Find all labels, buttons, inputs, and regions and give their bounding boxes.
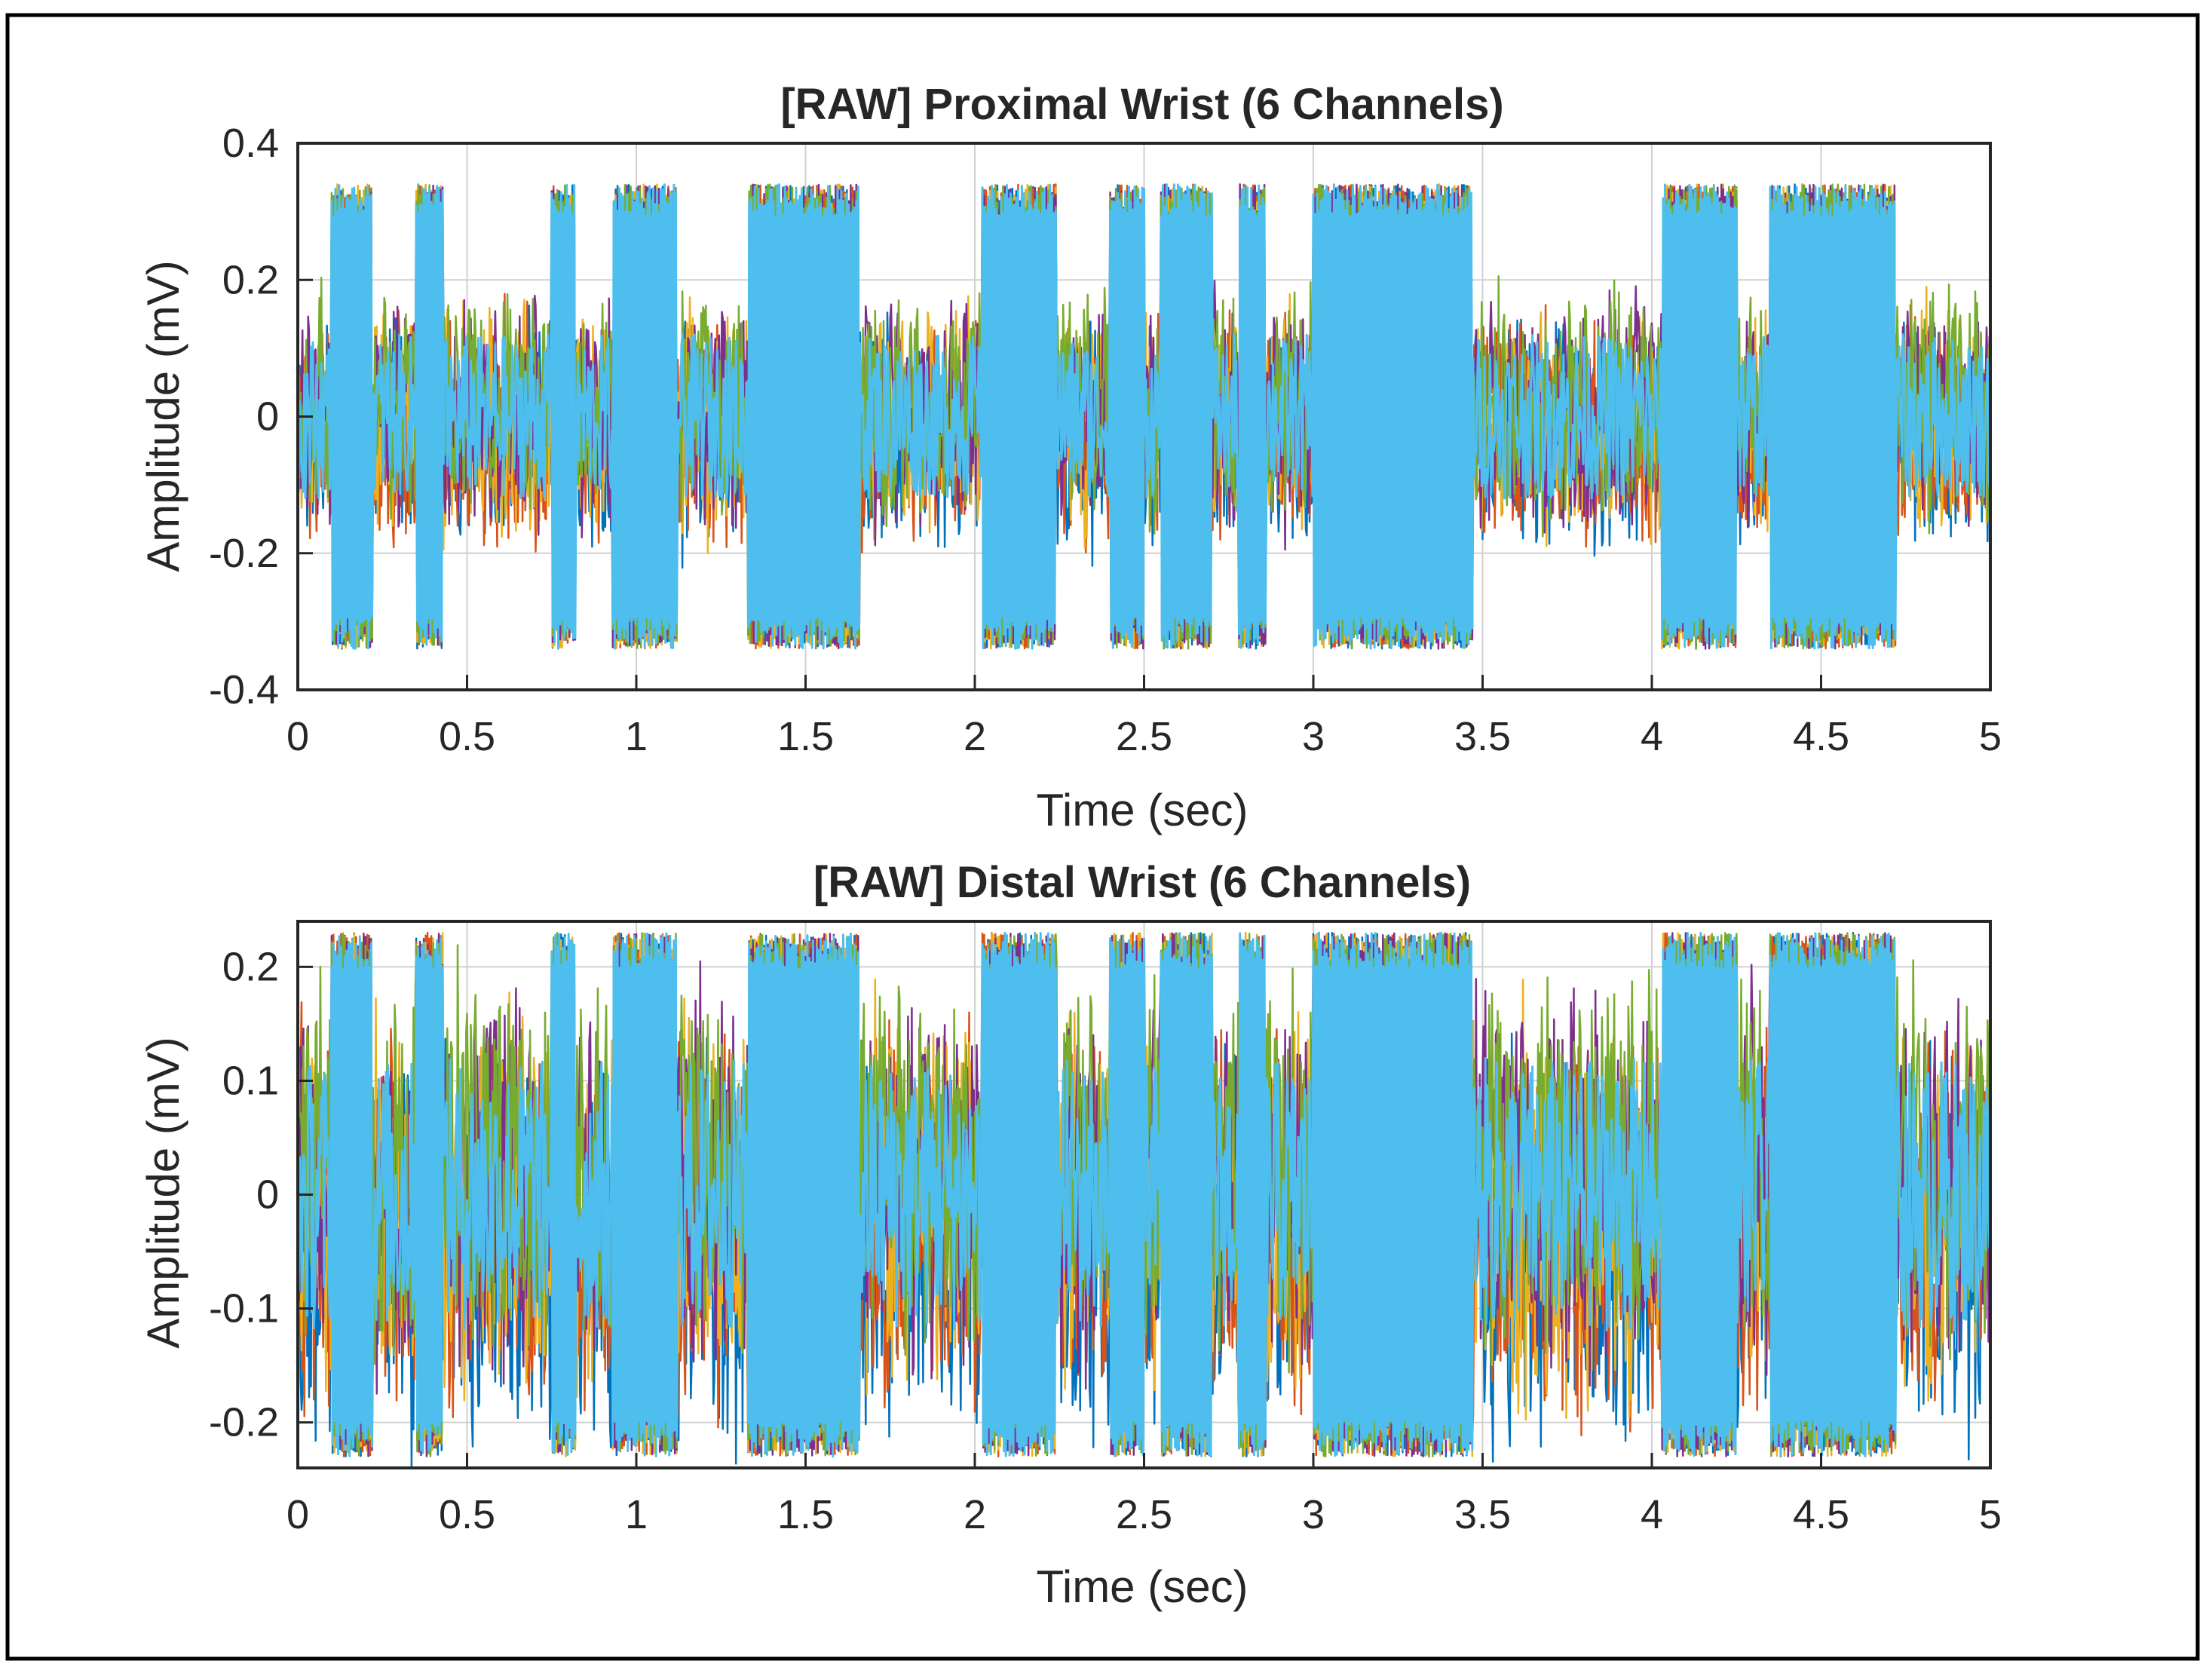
x-tick-label: 3.5: [1454, 714, 1511, 759]
x-tick-label: 2.5: [1116, 714, 1172, 759]
x-tick-label: 0.5: [439, 714, 495, 759]
x-tick-label: 4.5: [1793, 1492, 1849, 1537]
x-tick-label: 1.5: [777, 1492, 834, 1537]
x-axis-label: Time (sec): [1036, 785, 1248, 835]
x-tick-label: 4: [1641, 714, 1663, 759]
x-tick-label: 1: [625, 1492, 648, 1537]
x-tick-label: 1.5: [777, 714, 834, 759]
distal-wrist-chart: [RAW] Distal Wrist (6 Channels) 0 0.5 1 1.5…: [138, 858, 2002, 1612]
y-tick-label: -0.2: [209, 1400, 279, 1445]
y-tick-label: 0: [256, 1172, 279, 1218]
plot-series: [298, 931, 1990, 1468]
y-tick-label: 0.2: [222, 944, 279, 989]
y-tick-label: -0.4: [209, 667, 279, 712]
x-tick-label: 2.5: [1116, 1492, 1172, 1537]
plot-series: [298, 183, 1990, 650]
axis-ticks: 0 0.5 1 1.5 2 2.5 3 3.5 4 4.5 5 -0.2 -0.1 0 0.1 0.2: [209, 944, 2002, 1537]
axis-ticks: 0 0.5 1 1.5 2 2.5 3 3.5 4 4.5 5 -0.4 -0.2 0 0.2 0.4: [209, 121, 2002, 759]
y-tick-label: -0.2: [209, 531, 279, 576]
x-tick-label: 3: [1302, 714, 1325, 759]
y-tick-label: -0.1: [209, 1286, 279, 1331]
y-axis-label: Amplitude (mV): [138, 1037, 188, 1348]
x-tick-label: 0: [286, 714, 309, 759]
x-axis-label: Time (sec): [1036, 1561, 1248, 1612]
x-tick-label: 4: [1641, 1492, 1663, 1537]
y-tick-label: 0.1: [222, 1058, 279, 1103]
x-tick-label: 5: [1979, 1492, 2002, 1537]
y-tick-label: 0: [256, 394, 279, 440]
x-tick-label: 5: [1979, 714, 2002, 759]
x-tick-label: 3: [1302, 1492, 1325, 1537]
y-tick-label: 0.2: [222, 257, 279, 302]
series-line-channel-6: [298, 931, 1990, 1458]
x-tick-label: 2: [964, 714, 986, 759]
x-tick-label: 3.5: [1454, 1492, 1511, 1537]
x-tick-label: 2: [964, 1492, 986, 1537]
chart-title: [RAW] Proximal Wrist (6 Channels): [780, 80, 1503, 129]
y-tick-label: 0.4: [222, 121, 279, 166]
x-tick-label: 0: [286, 1492, 309, 1537]
x-tick-label: 4.5: [1793, 714, 1849, 759]
proximal-wrist-chart: [RAW] Proximal Wrist (6 Channels) 0 0.5 1 1…: [138, 80, 2002, 835]
x-tick-label: 1: [625, 714, 648, 759]
x-tick-label: 0.5: [439, 1492, 495, 1537]
chart-title: [RAW] Distal Wrist (6 Channels): [813, 858, 1471, 907]
series-line-channel-6: [298, 183, 1990, 650]
y-axis-label: Amplitude (mV): [138, 260, 188, 571]
